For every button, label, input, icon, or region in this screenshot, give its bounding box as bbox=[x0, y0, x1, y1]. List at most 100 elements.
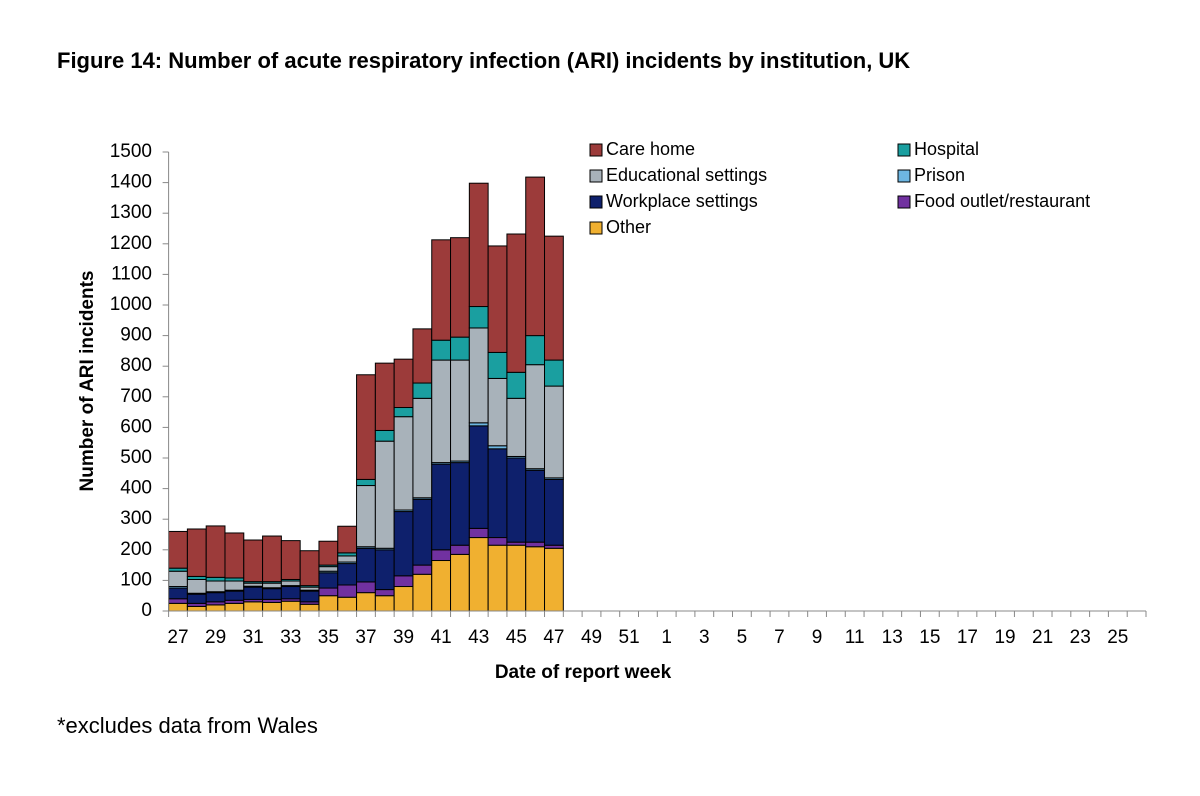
x-tick-label: 3 bbox=[699, 627, 710, 648]
x-tick-label: 47 bbox=[543, 627, 564, 648]
legend-label: Care home bbox=[606, 139, 695, 159]
bar-segment bbox=[356, 374, 376, 480]
y-tick-label: 1200 bbox=[110, 233, 152, 254]
bar-segment bbox=[356, 547, 376, 583]
bar-segment bbox=[318, 572, 339, 589]
bar-segment bbox=[450, 544, 470, 555]
y-tick-label: 900 bbox=[120, 325, 152, 346]
y-tick-label: 600 bbox=[120, 416, 152, 437]
bar-segment bbox=[431, 239, 452, 341]
bar-segment bbox=[374, 549, 395, 591]
bar-segment bbox=[262, 582, 282, 589]
bar-segment bbox=[431, 560, 452, 612]
bar-segment bbox=[168, 602, 188, 612]
x-tick-label: 29 bbox=[205, 627, 226, 648]
legend-label: Other bbox=[606, 217, 651, 237]
legend-swatch bbox=[589, 195, 603, 209]
legend-swatch bbox=[897, 195, 911, 209]
bar-segment bbox=[168, 598, 188, 604]
bar-segment bbox=[186, 593, 207, 604]
y-tick-label: 500 bbox=[120, 447, 152, 468]
bar-segment bbox=[487, 351, 508, 379]
bar-segment bbox=[318, 540, 339, 566]
bar-segment bbox=[393, 511, 414, 577]
bar-segment bbox=[487, 245, 508, 353]
bar-segment bbox=[412, 328, 433, 384]
legend-swatch bbox=[897, 143, 911, 157]
x-tick-label: 15 bbox=[919, 627, 940, 648]
bar-segment bbox=[487, 544, 508, 612]
x-tick-label: 9 bbox=[812, 627, 823, 648]
y-tick-label: 100 bbox=[120, 569, 152, 590]
bar-segment bbox=[450, 237, 470, 338]
bar-segment bbox=[337, 584, 358, 598]
bar-segment bbox=[393, 416, 414, 511]
x-tick-label: 11 bbox=[845, 627, 865, 648]
bar-segment bbox=[337, 563, 358, 586]
bar-segment bbox=[468, 327, 489, 424]
x-tick-label: 33 bbox=[280, 627, 301, 648]
x-tick-label: 31 bbox=[243, 627, 264, 648]
legend-label: Workplace settings bbox=[606, 191, 758, 211]
bar-segment bbox=[186, 578, 207, 594]
y-tick-label: 1100 bbox=[111, 263, 152, 284]
bar-segment bbox=[318, 595, 339, 612]
bar-segment bbox=[487, 537, 508, 546]
legend-label: Food outlet/restaurant bbox=[914, 191, 1090, 211]
bar-segment bbox=[280, 540, 301, 580]
bar-segment bbox=[337, 555, 358, 563]
bar-segment bbox=[262, 535, 282, 583]
bar-segment bbox=[506, 371, 527, 399]
bar-segment bbox=[243, 601, 264, 612]
bar-segment bbox=[393, 586, 414, 612]
bar-segment bbox=[186, 528, 207, 577]
y-tick-label: 1500 bbox=[110, 141, 152, 162]
bar-segment bbox=[544, 478, 564, 546]
bar-segment bbox=[374, 362, 395, 431]
bar-segment bbox=[468, 306, 489, 329]
y-tick-label: 400 bbox=[120, 478, 152, 499]
legend-swatch bbox=[589, 169, 603, 183]
bar-segment bbox=[356, 592, 376, 612]
bar-segment bbox=[525, 364, 546, 470]
bar-segment bbox=[487, 448, 508, 539]
legend-swatch bbox=[897, 169, 911, 183]
x-tick-label: 13 bbox=[882, 627, 903, 648]
bar-segment bbox=[393, 407, 414, 418]
x-tick-label: 43 bbox=[468, 627, 489, 648]
bar-segment bbox=[318, 587, 339, 597]
x-axis-title: Date of report week bbox=[495, 662, 672, 683]
bar-segment bbox=[431, 463, 452, 551]
bar-segment bbox=[468, 527, 489, 539]
bar-segment bbox=[412, 498, 433, 566]
x-tick-label: 45 bbox=[506, 627, 527, 648]
bar-segment bbox=[450, 553, 470, 612]
bar-segment bbox=[318, 566, 339, 572]
bar-segment bbox=[468, 537, 489, 612]
bar-segment bbox=[280, 600, 301, 612]
bar-segment bbox=[544, 547, 564, 612]
bar-segment bbox=[243, 586, 264, 600]
bar-segment bbox=[506, 544, 527, 612]
y-tick-label: 1400 bbox=[110, 172, 152, 193]
bar-segment bbox=[224, 602, 245, 612]
bar-segment bbox=[186, 605, 207, 612]
bar-segment bbox=[205, 592, 226, 603]
x-tick-label: 27 bbox=[167, 627, 188, 648]
bar-segment bbox=[450, 359, 470, 462]
bar-segment bbox=[544, 385, 564, 479]
bar-segment bbox=[525, 176, 546, 337]
bar-segment bbox=[224, 590, 245, 601]
x-tick-label: 51 bbox=[619, 627, 640, 648]
x-tick-label: 49 bbox=[581, 627, 602, 648]
x-tick-label: 25 bbox=[1107, 627, 1128, 648]
bar-segment bbox=[506, 397, 527, 457]
legend-label: Hospital bbox=[914, 139, 979, 159]
bar-segment bbox=[356, 485, 376, 548]
bar-segment bbox=[525, 541, 546, 548]
y-tick-label: 1000 bbox=[110, 294, 152, 315]
bar-segment bbox=[224, 532, 245, 579]
bar-segment bbox=[525, 546, 546, 612]
bar-segment bbox=[450, 462, 470, 546]
